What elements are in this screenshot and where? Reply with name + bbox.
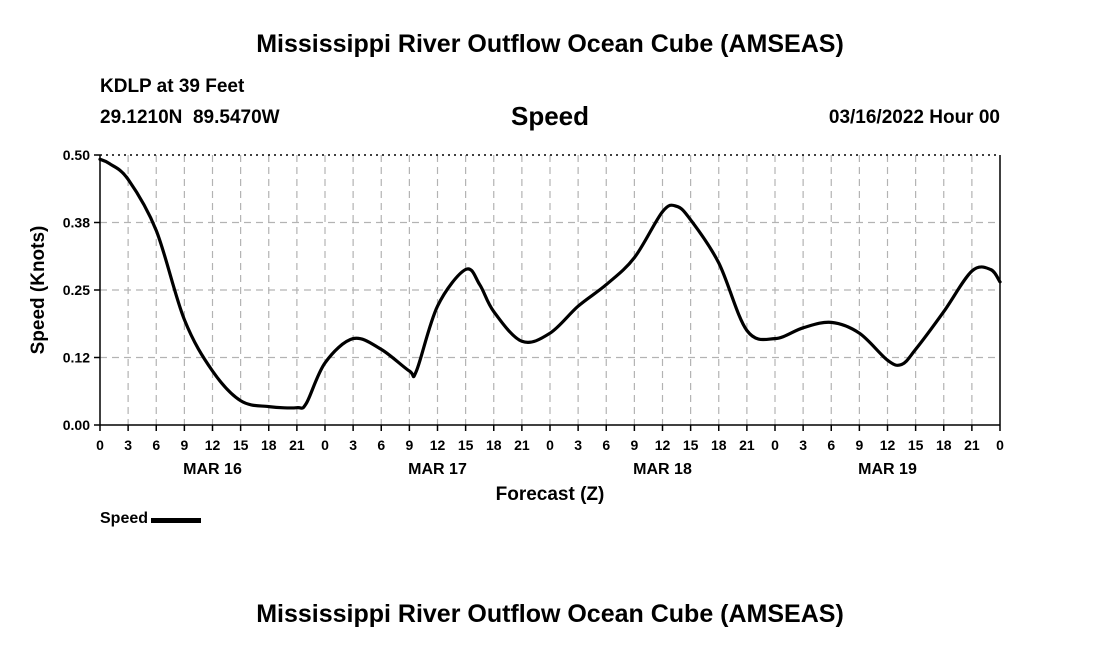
tick-labels: 0 3 6 9 12 15 18 21 0 3 6 9 12 15 18 21 0 3 6 9 12 15 18 21 0 3 6 9… [63, 147, 1004, 478]
axes [94, 154, 1001, 431]
x-tick-label: 3 [349, 437, 357, 453]
x-tick-label: 0 [996, 437, 1004, 453]
x-tick-label: 0 [546, 437, 554, 453]
chart-title: Mississippi River Outflow Ocean Cube (AM… [256, 30, 844, 58]
y-tick-label: 0.38 [63, 215, 90, 231]
x-tick-label: 0 [771, 437, 779, 453]
x-tick-label: 9 [180, 437, 188, 453]
x-tick-label: 15 [458, 437, 474, 453]
x-tick-label: 21 [514, 437, 530, 453]
legend-swatch [151, 518, 202, 523]
x-tick-label: 6 [377, 437, 385, 453]
x-tick-label: 3 [574, 437, 582, 453]
legend-label: Speed [100, 510, 149, 527]
y-tick-label: 0.00 [63, 417, 90, 433]
x-axis-title: Forecast (Z) [496, 484, 605, 505]
x-tick-label: 9 [855, 437, 863, 453]
x-tick-label: 15 [908, 437, 924, 453]
x-tick-label: 0 [96, 437, 104, 453]
x-tick-label: 9 [405, 437, 413, 453]
x-tick-label: 3 [124, 437, 132, 453]
station-label: KDLP at 39 Feet [100, 76, 245, 97]
x-tick-label: 6 [152, 437, 160, 453]
x-tick-label: 21 [964, 437, 980, 453]
y-tick-label: 0.12 [63, 350, 90, 366]
x-tick-label: 21 [289, 437, 305, 453]
x-tick-label: 12 [430, 437, 446, 453]
date-label: MAR 16 [183, 461, 242, 478]
x-tick-label: 0 [321, 437, 329, 453]
y-axis-title: Speed (Knots) [28, 226, 49, 355]
x-tick-label: 12 [655, 437, 671, 453]
x-tick-label: 18 [486, 437, 502, 453]
x-tick-label: 12 [880, 437, 896, 453]
date-label: MAR 17 [408, 461, 467, 478]
x-tick-label: 18 [936, 437, 952, 453]
chart-heading: Speed [510, 101, 590, 131]
x-tick-label: 18 [261, 437, 277, 453]
x-tick-label: 6 [827, 437, 835, 453]
legend: Speed [100, 510, 202, 528]
forecast-time-label: 03/16/2022 Hour 00 [828, 107, 1000, 128]
x-tick-label: 9 [630, 437, 638, 453]
x-tick-label: 12 [205, 437, 221, 453]
y-tick-label: 0.25 [63, 282, 90, 298]
date-label: MAR 18 [633, 461, 692, 478]
series-layer [98, 157, 1002, 410]
y-tick-label: 0.50 [63, 147, 90, 163]
x-tick-label: 21 [739, 437, 755, 453]
x-tick-label: 6 [602, 437, 610, 453]
date-label: MAR 19 [858, 461, 917, 478]
grid [100, 155, 1000, 425]
x-tick-label: 18 [711, 437, 727, 453]
coordinates-label: 29.1210N 89.5470W [100, 107, 280, 128]
x-tick-label: 15 [683, 437, 699, 453]
footer-title: Mississippi River Outflow Ocean Cube (AM… [256, 600, 844, 628]
x-tick-label: 3 [799, 437, 807, 453]
speed-series-line [98, 157, 1002, 410]
x-tick-label: 15 [233, 437, 249, 453]
